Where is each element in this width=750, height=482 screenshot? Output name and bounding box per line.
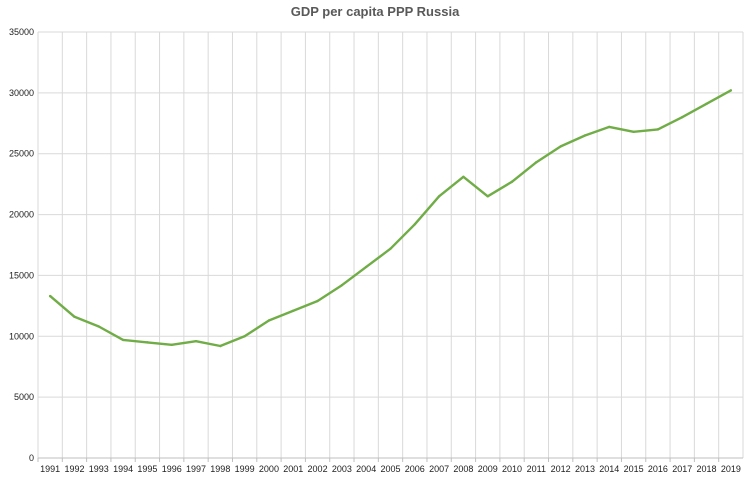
x-tick-label: 2009	[478, 464, 498, 474]
data-point	[97, 325, 100, 328]
x-tick-label: 2014	[599, 464, 619, 474]
x-tick-label: 1993	[89, 464, 109, 474]
x-tick-label: 2018	[697, 464, 717, 474]
data-point	[535, 161, 538, 164]
data-point	[681, 116, 684, 119]
x-tick-label: 2004	[356, 464, 376, 474]
x-tick-label: 2006	[405, 464, 425, 474]
data-point	[48, 294, 52, 298]
data-point	[316, 299, 319, 303]
x-tick-label: 1992	[64, 464, 84, 474]
x-tick-label: 1996	[162, 464, 182, 474]
y-tick-label: 10000	[9, 331, 34, 341]
data-point	[170, 343, 173, 347]
data-point	[194, 339, 198, 343]
y-tick-label: 25000	[9, 149, 34, 159]
data-point	[364, 265, 368, 269]
data-point	[146, 341, 149, 344]
data-point	[243, 335, 246, 338]
data-point	[413, 223, 417, 226]
data-point	[486, 195, 489, 198]
chart-title: GDP per capita PPP Russia	[290, 4, 460, 19]
x-tick-label: 2005	[380, 464, 400, 474]
data-point	[608, 125, 611, 129]
x-tick-label: 2001	[283, 464, 303, 474]
data-point	[389, 247, 392, 250]
data-point	[510, 180, 514, 183]
data-point	[73, 315, 76, 319]
x-tick-label: 1999	[235, 464, 255, 474]
x-tick-label: 2019	[721, 464, 741, 474]
x-tick-label: 2007	[429, 464, 449, 474]
series-line	[49, 89, 732, 348]
x-tick-label: 1998	[210, 464, 230, 474]
y-tick-label: 20000	[9, 210, 34, 220]
x-tick-label: 2002	[308, 464, 328, 474]
x-tick-label: 1997	[186, 464, 206, 474]
data-point	[462, 175, 465, 179]
x-tick-label: 2016	[648, 464, 668, 474]
x-tick-label: 1994	[113, 464, 133, 474]
data-point	[705, 102, 708, 106]
x-tick-label: 2008	[453, 464, 473, 474]
x-tick-label: 2017	[672, 464, 692, 474]
data-point	[121, 338, 125, 342]
x-tick-label: 1995	[137, 464, 157, 474]
y-tick-label: 5000	[14, 392, 34, 402]
x-tick-label: 2015	[624, 464, 644, 474]
x-tick-label: 2000	[259, 464, 279, 474]
data-point	[267, 319, 271, 322]
data-point	[632, 130, 635, 134]
data-point	[583, 134, 587, 137]
x-tick-label: 2013	[575, 464, 595, 474]
data-point	[340, 283, 344, 287]
x-tick-label: 1991	[40, 464, 60, 474]
y-tick-label: 0	[29, 453, 34, 463]
x-tick-label: 2012	[551, 464, 571, 474]
data-point	[656, 128, 660, 131]
data-point	[559, 145, 562, 148]
data-point	[437, 195, 441, 198]
y-tick-label: 15000	[9, 270, 34, 280]
y-tick-label: 35000	[9, 27, 34, 37]
y-tick-label: 30000	[9, 88, 34, 98]
data-point	[292, 309, 295, 312]
data-point	[219, 344, 222, 348]
data-point	[729, 89, 733, 92]
x-tick-label: 2003	[332, 464, 352, 474]
x-tick-label: 2011	[527, 464, 546, 474]
x-tick-label: 2010	[502, 464, 522, 474]
